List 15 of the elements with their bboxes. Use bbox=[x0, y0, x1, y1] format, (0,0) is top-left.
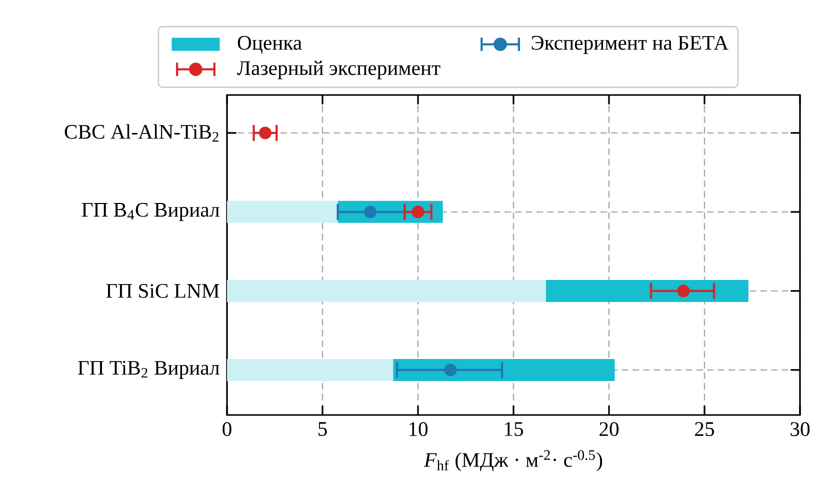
y-tick-label: СВС Al-AlN-TiB$_{2}$ bbox=[64, 124, 218, 142]
x-tick-label: 30 bbox=[790, 422, 810, 436]
y-tick-label: ГП B$_{4}$C Вириал bbox=[82, 202, 220, 221]
legend-label: Эксперимент на БЕТА bbox=[532, 36, 728, 54]
y-tick-label: ГП TiB$_{2}$ Вириал bbox=[78, 360, 220, 379]
x-tick-label: 10 bbox=[409, 422, 428, 436]
legend-label: Оценка bbox=[238, 36, 302, 54]
x-tick-label: 20 bbox=[600, 422, 619, 436]
x-tick-label: 15 bbox=[504, 422, 524, 436]
y-tick-label: ГП SiC LNM bbox=[106, 284, 220, 298]
x-axis-title: F$_{hf}$ (МДж · м$^{-2}$· с$^{-0.5}$) bbox=[424, 450, 602, 472]
x-tick-label: 25 bbox=[695, 422, 714, 436]
x-tick-label: 5 bbox=[318, 422, 327, 436]
x-tick-label: 0 bbox=[222, 422, 232, 436]
legend-label: Лазерный эксперимент bbox=[237, 60, 440, 80]
